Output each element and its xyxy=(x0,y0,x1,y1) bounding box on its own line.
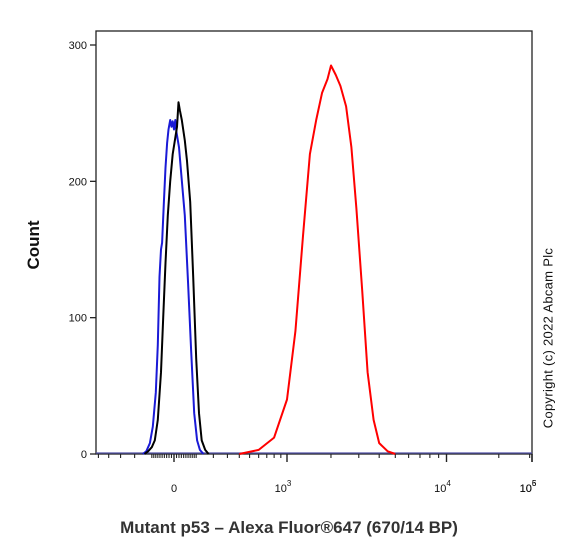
x-tick-label: 106 xyxy=(520,479,537,495)
x-tick-label: 104 xyxy=(434,479,451,495)
y-axis: 0 100 200 300 xyxy=(69,40,96,461)
y-tick-label: 300 xyxy=(69,40,87,52)
series-group xyxy=(142,64,396,455)
x-tick-label: 0 xyxy=(171,483,177,495)
histogram-series-line-3 xyxy=(239,64,396,455)
histogram-series-line-1 xyxy=(142,119,205,455)
y-tick-label: 0 xyxy=(81,449,87,461)
x-axis-label: Mutant p53 – Alexa Fluor®647 (670/14 BP) xyxy=(120,518,458,537)
y-axis-label: Count xyxy=(24,220,43,270)
x-tick-label: 105 xyxy=(520,479,537,495)
histogram-series-line-2 xyxy=(143,101,210,455)
copyright-box: Copyright (c) 2022 Abcam Plc xyxy=(528,213,568,463)
y-tick-label: 200 xyxy=(69,176,87,188)
y-axis-label-box: Count xyxy=(14,205,54,285)
copyright-text: Copyright (c) 2022 Abcam Plc xyxy=(540,247,556,429)
y-tick-label: 100 xyxy=(69,313,87,325)
plot-frame xyxy=(95,30,533,455)
x-tick-label: 103 xyxy=(275,479,292,495)
